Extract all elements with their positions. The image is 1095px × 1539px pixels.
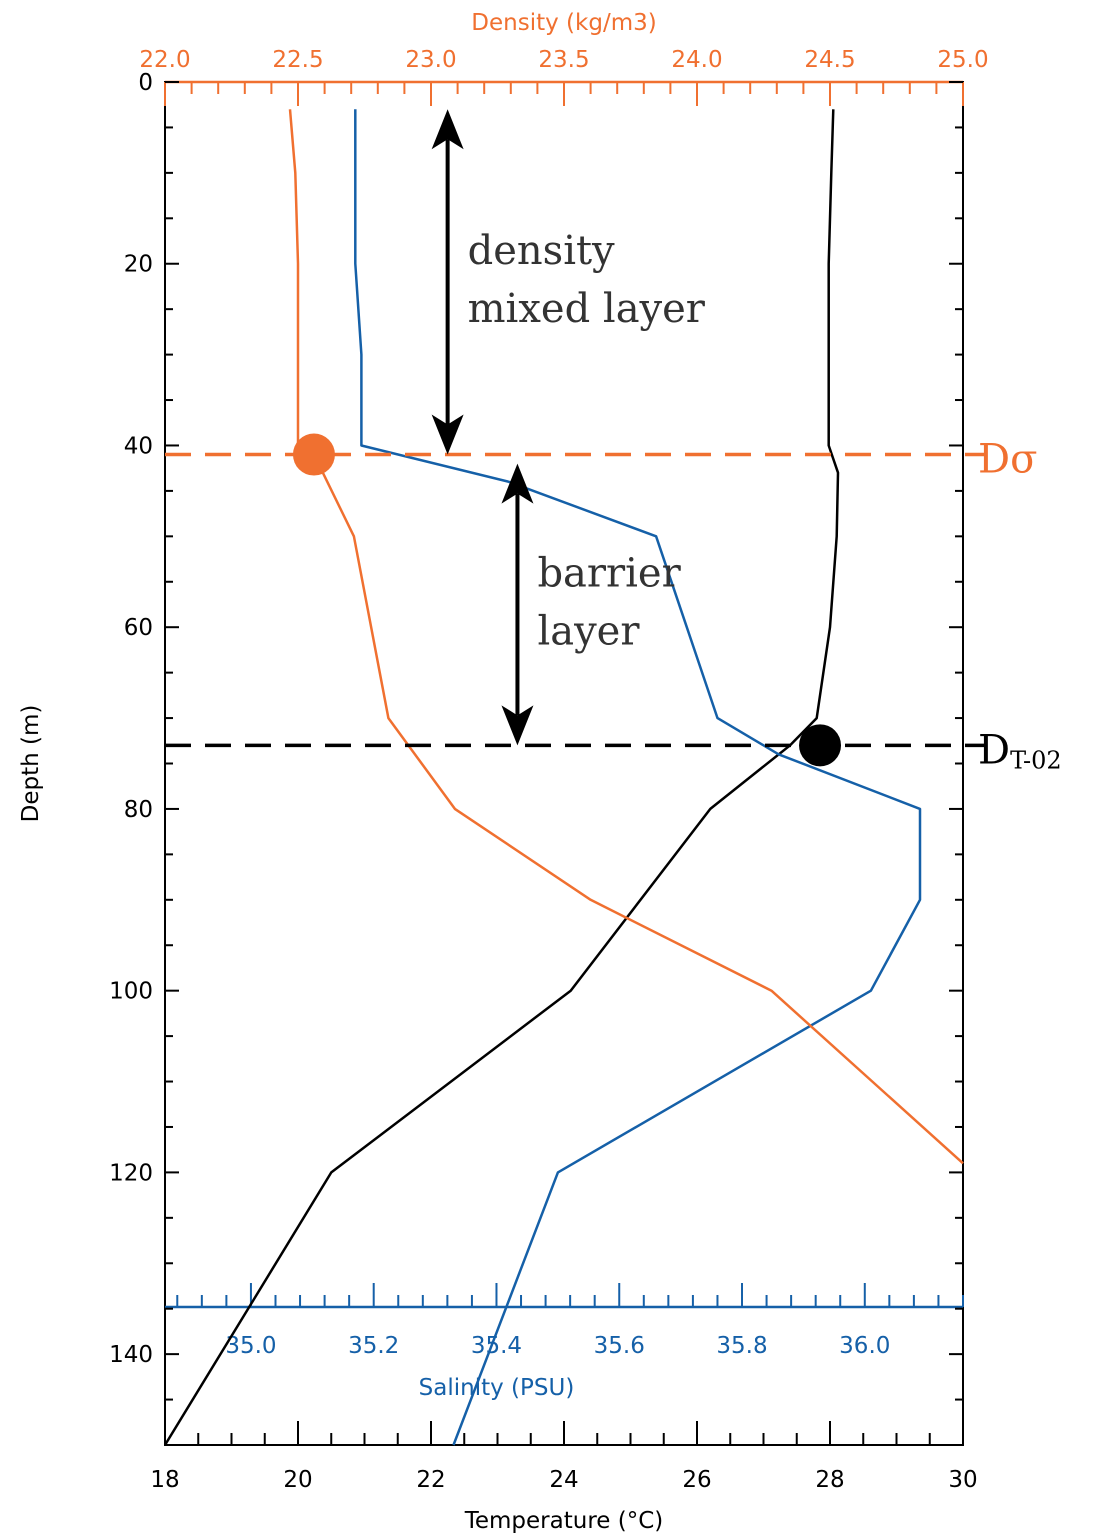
temperature-tick-label: 26	[682, 1467, 711, 1493]
depth-tick-label: 140	[109, 1342, 153, 1368]
salinity-axis-label: Salinity (PSU)	[419, 1375, 575, 1401]
series-layer	[163, 109, 964, 1446]
d-sigma-marker	[292, 433, 335, 476]
depth-tick-label: 60	[124, 615, 153, 641]
barrier-layer-label-line: barrier	[537, 550, 681, 596]
density-mixed-layer-arrow-head-bottom	[431, 414, 464, 455]
density-mixed-layer-arrow-head-top	[431, 109, 464, 150]
salinity-tick-label: 35.4	[471, 1333, 522, 1359]
d-t-marker	[799, 724, 842, 767]
temperature-tick-label: 18	[150, 1467, 179, 1493]
depth-axis-label: Depth (m)	[18, 705, 44, 823]
salinity-tick-label: 35.8	[716, 1333, 767, 1359]
barrier-layer-arrow-head-top	[501, 463, 534, 504]
barrier-layer-label-line: layer	[537, 608, 640, 654]
density-mixed-layer-label-line: mixed layer	[468, 286, 706, 332]
d-sigma-label-symbol: σ	[1010, 437, 1037, 483]
temperature-axis-label: Temperature (°C)	[464, 1508, 664, 1534]
density-tick-label: 23.0	[405, 47, 456, 73]
salinity-profile-line	[354, 109, 922, 1446]
depth-tick-label: 0	[138, 70, 153, 96]
d-t-label: DT-02	[978, 727, 1062, 774]
density-tick-label: 22.5	[272, 47, 323, 73]
salinity-axis: 35.0 35.2 35.4 35.6 35.8 36.0 Salinity (PSU)	[165, 1283, 964, 1401]
depth-tick-label: 80	[124, 797, 153, 823]
depth-tick-label: 20	[124, 252, 153, 278]
reference-line-layer: Dσ DT-02	[165, 433, 1062, 774]
depth-axis: 0 20 40 60 80 100 120 140 Depth (m)	[18, 70, 963, 1446]
depth-tick-label: 100	[109, 979, 153, 1005]
salinity-tick-label: 36.0	[839, 1333, 890, 1359]
d-t-label-subscript: T-02	[1010, 746, 1062, 774]
temperature-tick-label: 28	[815, 1467, 844, 1493]
density-axis-label: Density (kg/m3)	[471, 10, 656, 36]
density-tick-label: 25.0	[937, 47, 988, 73]
density-tick-label: 24.5	[804, 47, 855, 73]
temperature-tick-label: 20	[283, 1467, 312, 1493]
depth-tick-label: 40	[124, 433, 153, 459]
temperature-tick-label: 24	[549, 1467, 578, 1493]
density-tick-label: 23.5	[538, 47, 589, 73]
density-profile-line	[288, 109, 964, 1165]
density-mixed-layer-label-line: density	[468, 228, 615, 274]
annotation-layer: density mixed layer barrier layer	[431, 109, 706, 746]
depth-tick-label: 120	[109, 1160, 153, 1186]
temperature-profile-line	[163, 109, 840, 1446]
salinity-tick-label: 35.2	[348, 1333, 399, 1359]
temperature-axis: 18 20 22 24 26 28 30 Temperature (°C)	[150, 1421, 978, 1534]
d-sigma-label: Dσ	[978, 437, 1037, 483]
density-tick-label: 24.0	[671, 47, 722, 73]
temperature-tick-label: 30	[948, 1467, 977, 1493]
temperature-tick-label: 22	[416, 1467, 445, 1493]
density-axis: 22.0 22.5 23.0 23.5 24.0 24.5 25.0 Density (kg/…	[139, 10, 989, 106]
barrier-layer-arrow-head-bottom	[501, 705, 534, 746]
salinity-tick-label: 35.6	[594, 1333, 645, 1359]
salinity-tick-label: 35.0	[225, 1333, 276, 1359]
density-tick-label: 22.0	[139, 47, 190, 73]
